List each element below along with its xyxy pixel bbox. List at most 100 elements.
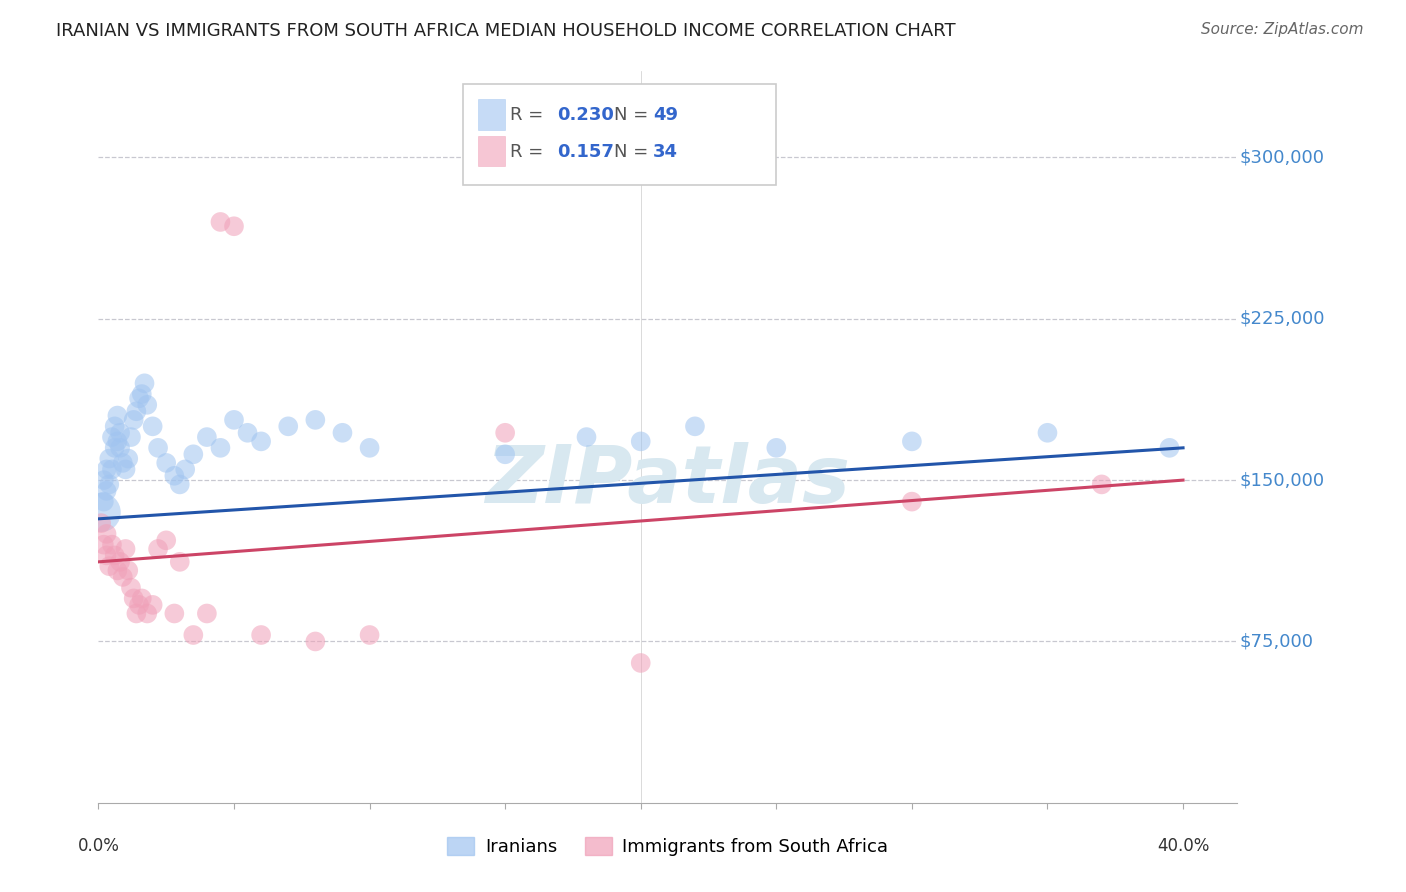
FancyBboxPatch shape [478, 99, 505, 130]
Point [163, 607, 186, 621]
Point [96, 549, 118, 563]
Point [222, 219, 245, 234]
Point [128, 598, 150, 612]
FancyBboxPatch shape [463, 84, 776, 185]
Point [142, 419, 165, 434]
Point [277, 419, 299, 434]
Point [120, 430, 142, 444]
Text: Source: ZipAtlas.com: Source: ZipAtlas.com [1201, 22, 1364, 37]
Point [114, 541, 136, 556]
Point [98, 451, 121, 466]
Point [174, 462, 197, 476]
Point [111, 570, 134, 584]
Point [96, 462, 118, 476]
Point [195, 430, 218, 444]
Point [104, 441, 127, 455]
Text: 49: 49 [652, 106, 678, 124]
Point [128, 392, 150, 406]
Point [1159, 441, 1181, 455]
Point [122, 413, 145, 427]
Point [108, 441, 131, 455]
Point [142, 598, 165, 612]
Point [131, 591, 153, 606]
Point [114, 462, 136, 476]
Text: $75,000: $75,000 [1240, 632, 1313, 650]
Point [304, 413, 326, 427]
Point [117, 564, 139, 578]
Text: N =: N = [614, 143, 648, 161]
Point [250, 434, 273, 449]
Point [101, 430, 124, 444]
Text: N =: N = [614, 106, 648, 124]
Point [136, 398, 159, 412]
Point [195, 607, 218, 621]
Point [155, 533, 177, 548]
Point [222, 413, 245, 427]
Point [93, 538, 115, 552]
Text: 0.230: 0.230 [557, 106, 614, 124]
Point [111, 456, 134, 470]
Point [1091, 477, 1114, 491]
Text: R =: R = [509, 143, 543, 161]
Point [163, 468, 186, 483]
Point [122, 591, 145, 606]
Point [107, 564, 129, 578]
Point [494, 425, 516, 440]
Point [630, 656, 652, 670]
Point [155, 456, 177, 470]
Point [183, 628, 205, 642]
Point [125, 607, 148, 621]
Point [101, 538, 124, 552]
Point [101, 462, 124, 476]
Text: R =: R = [509, 106, 543, 124]
Point [131, 387, 153, 401]
Point [120, 581, 142, 595]
Point [1036, 425, 1059, 440]
FancyBboxPatch shape [478, 136, 505, 167]
Point [146, 441, 169, 455]
Point [332, 425, 354, 440]
Point [209, 215, 232, 229]
Point [98, 477, 121, 491]
Text: $150,000: $150,000 [1240, 471, 1324, 489]
Point [107, 434, 129, 449]
Point [96, 527, 118, 541]
Point [183, 447, 205, 461]
Text: ZIPatlas: ZIPatlas [485, 442, 851, 520]
Point [104, 419, 127, 434]
Point [901, 494, 924, 508]
Point [359, 628, 381, 642]
Point [683, 419, 706, 434]
Point [146, 541, 169, 556]
Point [169, 555, 191, 569]
Point [304, 634, 326, 648]
Text: $300,000: $300,000 [1240, 148, 1324, 167]
Point [209, 441, 232, 455]
Point [359, 441, 381, 455]
Point [107, 409, 129, 423]
Text: $225,000: $225,000 [1240, 310, 1324, 327]
Text: IRANIAN VS IMMIGRANTS FROM SOUTH AFRICA MEDIAN HOUSEHOLD INCOME CORRELATION CHAR: IRANIAN VS IMMIGRANTS FROM SOUTH AFRICA … [56, 22, 956, 40]
Point [575, 430, 598, 444]
Point [630, 434, 652, 449]
Point [90, 516, 112, 530]
Point [98, 559, 121, 574]
Point [765, 441, 787, 455]
Point [108, 425, 131, 440]
Point [117, 451, 139, 466]
Point [136, 607, 159, 621]
Point [93, 473, 115, 487]
Point [236, 425, 259, 440]
Point [96, 483, 118, 498]
Point [108, 555, 131, 569]
Legend: Iranians, Immigrants from South Africa: Iranians, Immigrants from South Africa [440, 830, 896, 863]
Point [169, 477, 191, 491]
Point [104, 549, 127, 563]
Point [250, 628, 273, 642]
Text: 40.0%: 40.0% [1157, 838, 1209, 855]
Text: 34: 34 [652, 143, 678, 161]
Text: 0.0%: 0.0% [77, 838, 120, 855]
Point [90, 505, 112, 519]
Point [125, 404, 148, 418]
Point [134, 376, 156, 391]
